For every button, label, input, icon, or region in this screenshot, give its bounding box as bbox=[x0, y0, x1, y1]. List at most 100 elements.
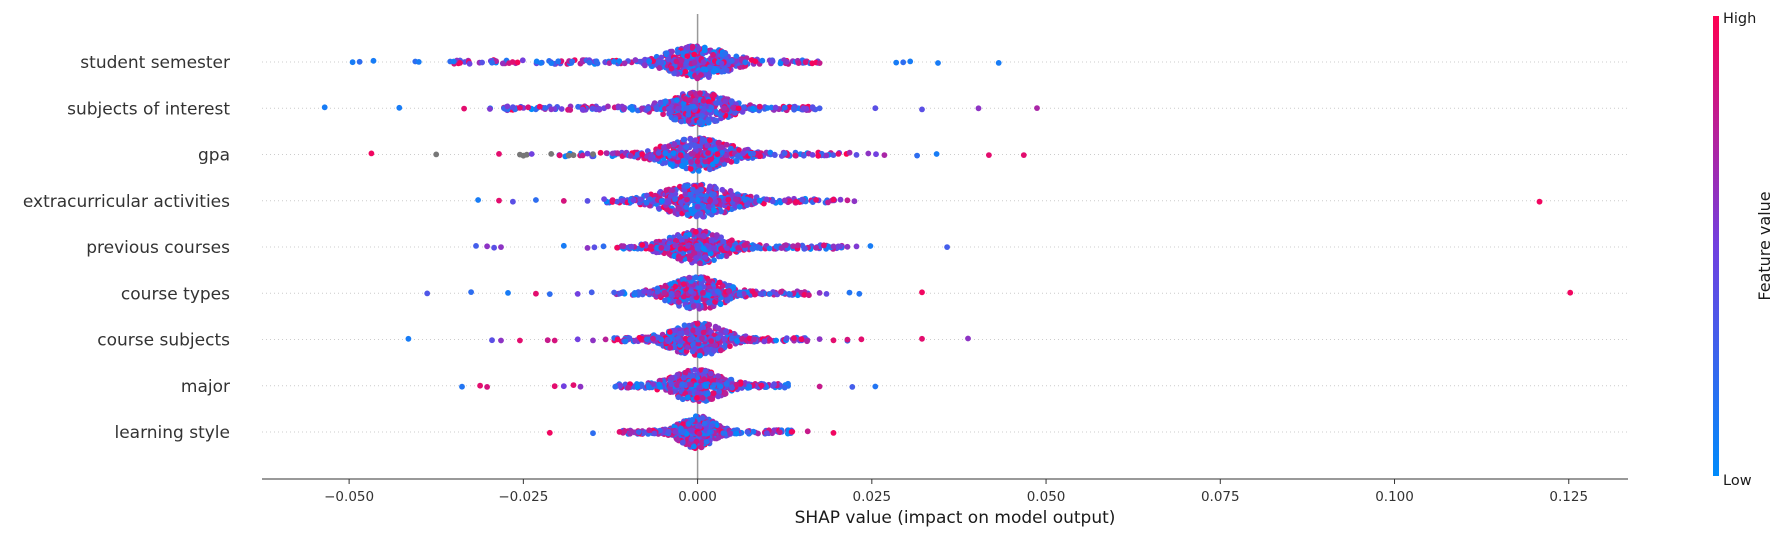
shap-dot bbox=[713, 185, 719, 192]
shap-dot bbox=[696, 119, 703, 126]
colorbar: High Low Feature value bbox=[1713, 11, 1774, 489]
shap-dot bbox=[849, 384, 856, 390]
shap-dot bbox=[751, 336, 757, 343]
shap-dot bbox=[525, 104, 532, 111]
shap-dot bbox=[499, 60, 506, 67]
shap-dot bbox=[768, 104, 775, 111]
shap-dot bbox=[712, 118, 718, 124]
shap-dot bbox=[975, 105, 982, 112]
shap-dot bbox=[639, 151, 646, 158]
shap-dot bbox=[687, 136, 694, 143]
shap-dot bbox=[551, 337, 558, 344]
shap-dot bbox=[609, 197, 616, 204]
shap-dot bbox=[600, 243, 607, 250]
shap-dot bbox=[742, 196, 748, 203]
shap-dot bbox=[683, 153, 690, 160]
shap-dot bbox=[697, 210, 704, 217]
shap-dot bbox=[734, 153, 741, 160]
shap-dot bbox=[667, 329, 673, 335]
shap-dot bbox=[733, 430, 740, 437]
x-tick-label: −0.025 bbox=[498, 489, 548, 505]
shap-dot bbox=[692, 274, 699, 281]
shap-dot bbox=[662, 98, 669, 105]
shap-dot bbox=[710, 390, 717, 397]
shap-dot bbox=[712, 146, 719, 153]
shap-dot bbox=[584, 245, 591, 251]
shap-dot bbox=[750, 428, 757, 435]
shap-dot bbox=[641, 62, 648, 68]
shap-dot bbox=[701, 376, 707, 383]
shap-dot bbox=[579, 152, 586, 159]
colorbar-title: Feature value bbox=[1755, 191, 1774, 300]
shap-dot bbox=[510, 198, 516, 205]
shap-dot bbox=[786, 291, 793, 298]
shap-dot bbox=[724, 297, 731, 304]
shap-dot bbox=[625, 384, 632, 391]
shap-dot bbox=[995, 60, 1002, 66]
shap-dot bbox=[689, 373, 696, 380]
shap-dot bbox=[758, 382, 765, 389]
shap-dot bbox=[680, 50, 686, 56]
shap-dot bbox=[349, 59, 356, 66]
shap-dot bbox=[473, 243, 479, 249]
shap-dot bbox=[697, 260, 703, 267]
x-tick-label: −0.050 bbox=[324, 489, 374, 505]
shap-dot bbox=[622, 338, 629, 345]
shap-dot bbox=[536, 103, 543, 110]
shap-dot bbox=[718, 68, 725, 75]
shap-dot bbox=[700, 329, 707, 336]
shap-dot bbox=[698, 72, 704, 78]
shap-dot bbox=[680, 428, 686, 435]
shap-dot bbox=[616, 290, 623, 297]
shap-dot bbox=[771, 381, 777, 388]
shap-dot bbox=[641, 288, 648, 295]
shap-dot bbox=[714, 67, 720, 74]
shap-dot bbox=[858, 336, 865, 343]
shap-dot bbox=[695, 45, 702, 52]
shap-dot bbox=[705, 118, 712, 124]
shap-dot bbox=[687, 192, 694, 198]
shap-dot bbox=[823, 291, 830, 297]
shap-dot bbox=[767, 149, 774, 156]
shap-dot bbox=[733, 158, 740, 165]
shap-dot bbox=[706, 137, 713, 144]
shap-dot bbox=[687, 381, 693, 388]
shap-dot bbox=[867, 243, 874, 249]
shap-dot bbox=[733, 196, 740, 203]
shap-dot bbox=[591, 244, 598, 251]
shap-dot bbox=[692, 137, 699, 144]
shap-dot bbox=[772, 104, 779, 111]
shap-dot bbox=[705, 150, 711, 156]
shap-dot bbox=[689, 43, 696, 50]
shap-dot bbox=[665, 143, 672, 150]
colorbar-high-label: High bbox=[1723, 11, 1756, 27]
shap-dot bbox=[614, 198, 620, 205]
shap-dot bbox=[705, 71, 712, 78]
feature-label: course types bbox=[121, 284, 230, 304]
shap-dot bbox=[510, 104, 516, 111]
shap-dot bbox=[477, 382, 483, 389]
shap-dot bbox=[627, 153, 634, 159]
x-tick-label: 0.050 bbox=[1027, 489, 1066, 505]
shap-dot bbox=[707, 198, 713, 204]
shap-dot bbox=[733, 381, 740, 388]
shap-dot bbox=[723, 381, 730, 387]
shap-dot bbox=[806, 292, 812, 299]
shap-dot bbox=[778, 289, 784, 295]
shap-dot bbox=[684, 183, 691, 189]
shap-dot bbox=[701, 106, 708, 112]
shap-dot bbox=[546, 291, 553, 297]
shap-dot bbox=[588, 289, 595, 296]
shap-dot bbox=[726, 288, 732, 295]
shap-dot bbox=[830, 430, 837, 436]
shap-dot bbox=[696, 384, 703, 391]
shap-dot bbox=[729, 335, 735, 342]
shap-dot bbox=[517, 337, 523, 344]
shap-dot bbox=[714, 151, 721, 158]
shap-dot bbox=[646, 427, 653, 434]
shap-dot bbox=[723, 328, 730, 335]
shap-dot bbox=[717, 347, 724, 354]
shap-dot bbox=[706, 278, 712, 285]
shap-dot bbox=[776, 429, 783, 436]
shap-dot bbox=[479, 59, 485, 66]
